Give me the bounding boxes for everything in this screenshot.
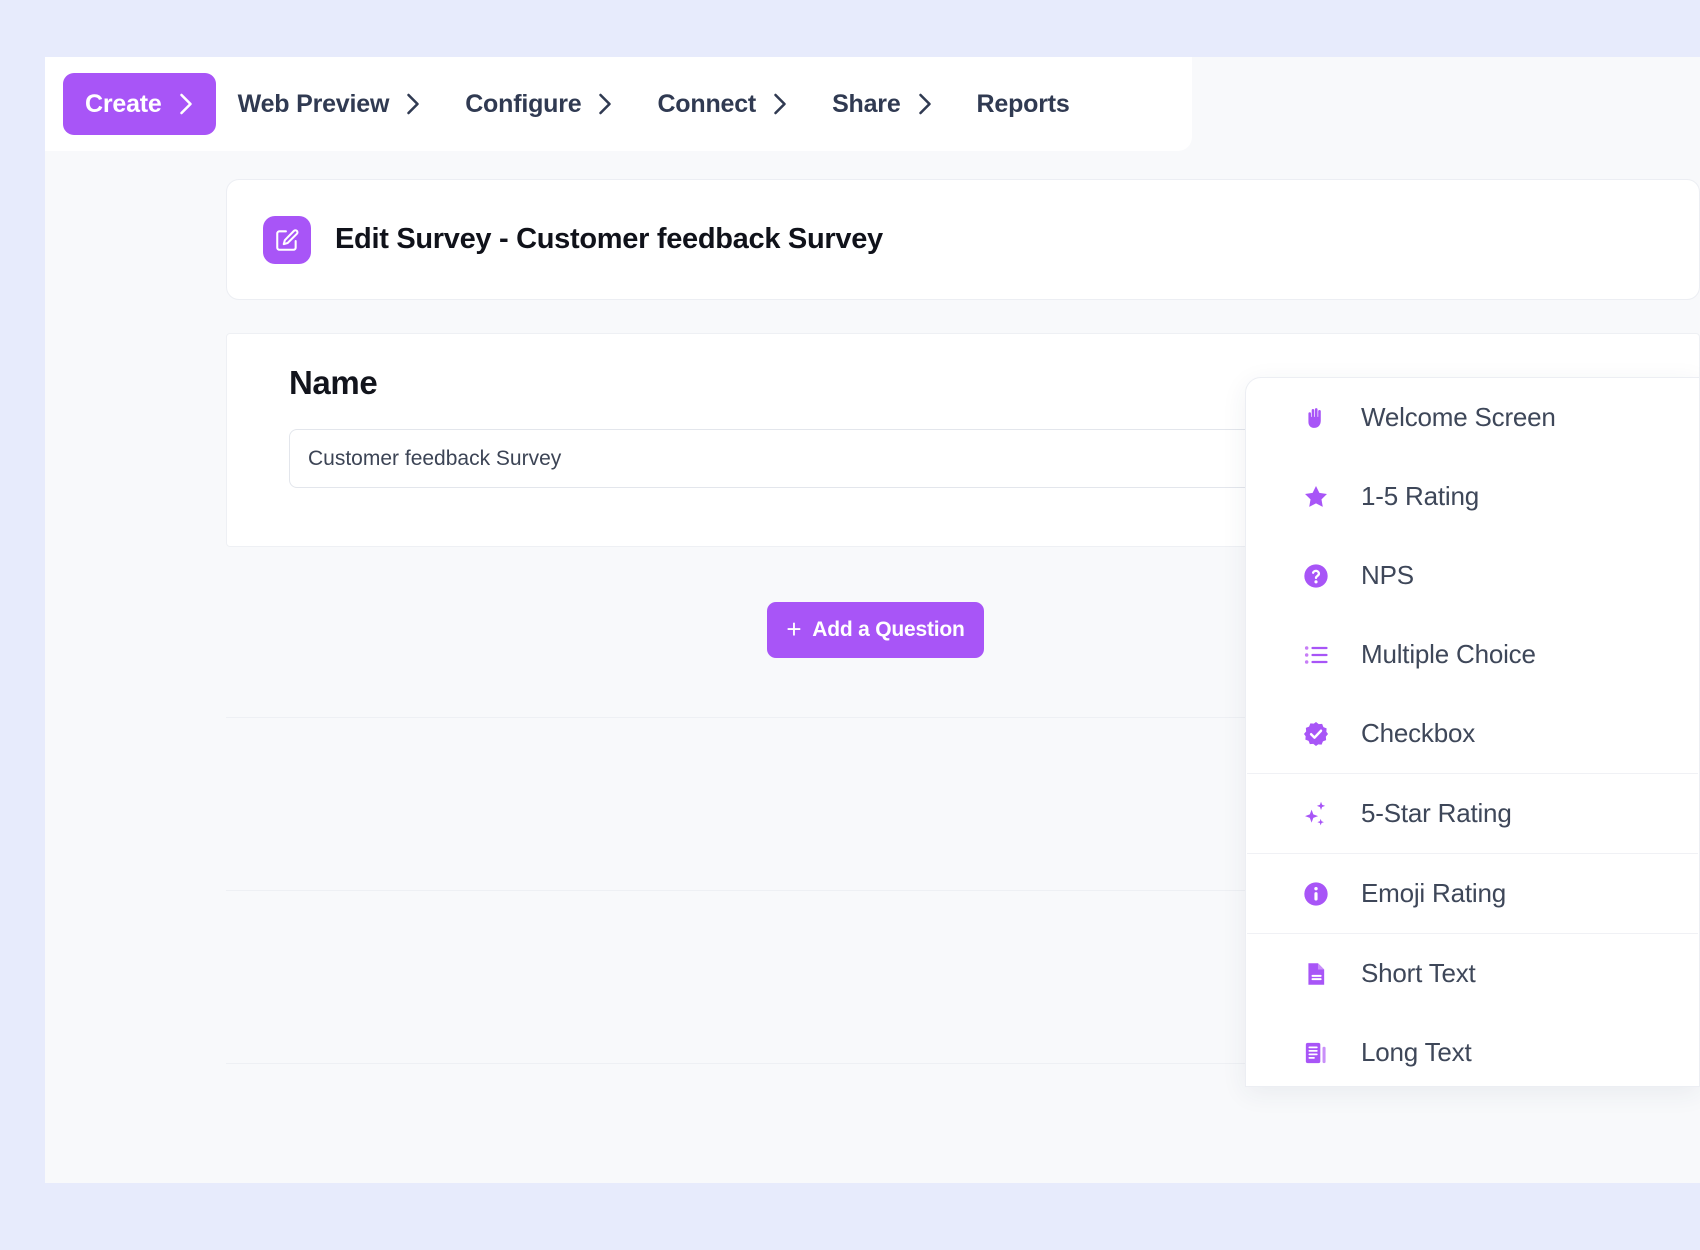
- edit-survey-card: Edit Survey - Customer feedback Survey: [226, 179, 1700, 300]
- menu-item-label: NPS: [1361, 560, 1414, 590]
- tab-share[interactable]: Share: [810, 73, 954, 135]
- menu-item-label: Checkbox: [1361, 718, 1476, 748]
- menu-divider: [1247, 853, 1698, 854]
- name-heading: Name: [289, 364, 378, 401]
- tab-create-label: Create: [85, 89, 162, 118]
- tab-web-preview[interactable]: Web Preview: [216, 73, 444, 135]
- menu-item-welcome-screen[interactable]: Welcome Screen: [1246, 378, 1699, 457]
- list-bullet-icon: [1301, 640, 1331, 670]
- tab-configure[interactable]: Configure: [443, 73, 635, 135]
- menu-item-emoji-rating[interactable]: Emoji Rating: [1246, 854, 1699, 933]
- top-tab-bar: Create Web Preview Configure: [45, 57, 1192, 151]
- menu-item-checkbox[interactable]: Checkbox: [1246, 694, 1699, 773]
- menu-divider: [1247, 773, 1698, 774]
- menu-item-label: 1-5 Rating: [1361, 481, 1479, 511]
- menu-item-nps[interactable]: NPS: [1246, 536, 1699, 615]
- menu-item-long-text[interactable]: Long Text: [1246, 1013, 1699, 1086]
- app-viewport: Create Web Preview Configure: [45, 57, 1700, 1183]
- plus-icon: +: [786, 614, 802, 644]
- menu-item-label: 5-Star Rating: [1361, 798, 1512, 828]
- document-text-icon: [1301, 959, 1331, 989]
- badge-check-icon: [1301, 719, 1331, 749]
- body-divider: [226, 1063, 1700, 1064]
- chevron-right-icon: [773, 93, 788, 115]
- star-icon: [1301, 482, 1331, 512]
- chevron-right-icon: [406, 93, 421, 115]
- tab-reports[interactable]: Reports: [955, 73, 1092, 135]
- chevron-right-icon: [918, 93, 933, 115]
- sparkles-icon: [1301, 799, 1331, 829]
- document-chart-icon: [1301, 1038, 1331, 1068]
- question-type-menu: Welcome Screen 1-5 Rating NPS: [1245, 377, 1700, 1087]
- menu-divider: [1247, 933, 1698, 934]
- tab-reports-label: Reports: [976, 89, 1070, 118]
- menu-item-label: Long Text: [1361, 1037, 1472, 1067]
- info-circle-icon: [1301, 879, 1331, 909]
- add-question-label: Add a Question: [812, 618, 965, 641]
- menu-item-label: Multiple Choice: [1361, 639, 1536, 669]
- tab-connect-label: Connect: [657, 89, 757, 118]
- add-question-button[interactable]: + Add a Question: [767, 602, 984, 658]
- menu-item-label: Short Text: [1361, 958, 1476, 988]
- tab-configure-label: Configure: [465, 89, 582, 118]
- menu-item-5-star-rating[interactable]: 5-Star Rating: [1246, 774, 1699, 853]
- page-title: Edit Survey - Customer feedback Survey: [335, 223, 883, 255]
- menu-item-label: Welcome Screen: [1361, 402, 1556, 432]
- tab-create[interactable]: Create: [63, 73, 216, 135]
- menu-item-label: Emoji Rating: [1361, 878, 1506, 908]
- menu-item-multiple-choice[interactable]: Multiple Choice: [1246, 615, 1699, 694]
- question-circle-icon: [1301, 561, 1331, 591]
- body-divider: [226, 717, 1700, 718]
- menu-item-1-5-rating[interactable]: 1-5 Rating: [1246, 457, 1699, 536]
- chevron-right-icon: [598, 93, 613, 115]
- edit-pencil-square-icon: [263, 215, 311, 264]
- menu-item-short-text[interactable]: Short Text: [1246, 934, 1699, 1013]
- body-divider: [226, 890, 1700, 891]
- tab-connect[interactable]: Connect: [635, 73, 810, 135]
- chevron-right-icon: [179, 93, 194, 115]
- tab-share-label: Share: [832, 89, 901, 118]
- tab-web-preview-label: Web Preview: [237, 89, 390, 118]
- hand-raised-icon: [1301, 403, 1331, 433]
